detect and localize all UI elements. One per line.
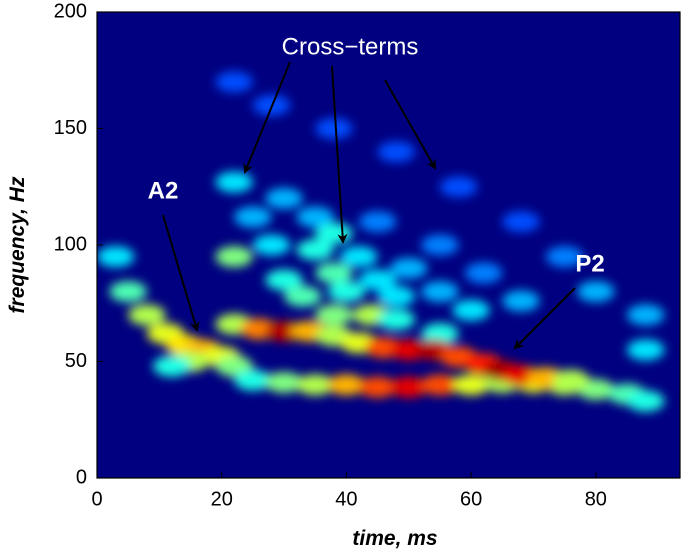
heat-blob bbox=[627, 339, 665, 361]
heat-blob bbox=[452, 299, 490, 321]
arrow bbox=[162, 214, 200, 332]
heat-blob bbox=[421, 374, 459, 396]
heat-blob bbox=[97, 246, 135, 268]
heat-blob bbox=[358, 376, 397, 398]
y-tick-label: 100 bbox=[54, 233, 87, 255]
heat-blob bbox=[296, 239, 334, 261]
annotation: A2 bbox=[148, 177, 179, 204]
heat-blob bbox=[265, 187, 303, 209]
heat-blob bbox=[284, 285, 322, 307]
heat-blob bbox=[627, 390, 665, 412]
heat-blob bbox=[421, 323, 459, 345]
x-tick-label: 0 bbox=[91, 488, 102, 510]
annotation: Cross−terms bbox=[282, 33, 419, 60]
annotation: P2 bbox=[575, 250, 604, 277]
heat-blob bbox=[234, 206, 272, 228]
plot-background bbox=[97, 12, 680, 478]
overlay: Cross−terms A2 P2 time, ms frequency, Hz… bbox=[6, 0, 681, 550]
heat-blob bbox=[315, 222, 353, 244]
heat-blob bbox=[502, 211, 540, 233]
heat-blob bbox=[234, 369, 272, 391]
heat-blob bbox=[296, 374, 334, 396]
heat-blob bbox=[421, 234, 459, 256]
heat-blob bbox=[128, 304, 166, 326]
heat-blob bbox=[340, 246, 378, 268]
x-tick-label: 40 bbox=[335, 488, 357, 510]
arrow bbox=[513, 287, 576, 350]
heat-blob bbox=[315, 304, 353, 326]
heat-blob bbox=[358, 269, 397, 291]
arrow bbox=[243, 61, 291, 174]
arrow bbox=[331, 65, 348, 244]
heat-blob bbox=[545, 246, 584, 268]
heat-blob bbox=[464, 262, 503, 284]
heat-blob bbox=[358, 211, 397, 233]
heat-blob bbox=[252, 234, 291, 256]
y-axis-label: frequency, Hz bbox=[6, 176, 29, 313]
heat-blob bbox=[377, 141, 416, 163]
heat-blob bbox=[452, 374, 490, 396]
y-tick-label: 50 bbox=[65, 350, 87, 372]
y-tick-label: 150 bbox=[54, 117, 87, 139]
x-tick-label: 20 bbox=[211, 488, 233, 510]
y-tick-label: 0 bbox=[76, 466, 87, 488]
x-tick-label: 80 bbox=[585, 488, 607, 510]
heat-blob bbox=[296, 206, 334, 228]
x-axis-label: time, ms bbox=[352, 527, 437, 550]
heat-blob bbox=[153, 355, 191, 377]
heat-blob bbox=[327, 281, 366, 303]
x-tick-label: 60 bbox=[460, 488, 482, 510]
heat-blob bbox=[215, 71, 253, 93]
heat-blob bbox=[315, 118, 353, 139]
heat-blob bbox=[421, 281, 459, 303]
heat-blob bbox=[439, 176, 478, 198]
heat-blob bbox=[577, 281, 615, 303]
heat-blob bbox=[215, 171, 253, 193]
heat-blob bbox=[377, 285, 416, 307]
heat-blob bbox=[215, 246, 253, 268]
heat-layer bbox=[97, 71, 665, 412]
heat-blob bbox=[265, 269, 303, 291]
plot-area bbox=[97, 12, 680, 478]
y-tick-label: 200 bbox=[54, 0, 87, 22]
heat-blob bbox=[390, 376, 428, 398]
heat-blob bbox=[265, 371, 303, 393]
heat-blob bbox=[552, 369, 590, 391]
heat-blob bbox=[390, 257, 428, 279]
heat-blob bbox=[502, 290, 540, 312]
heat-blob bbox=[327, 374, 366, 396]
heat-blob bbox=[627, 304, 665, 326]
arrow bbox=[384, 79, 436, 170]
heat-blob bbox=[109, 281, 147, 303]
heat-blob bbox=[315, 262, 353, 284]
heat-blob bbox=[377, 309, 416, 331]
